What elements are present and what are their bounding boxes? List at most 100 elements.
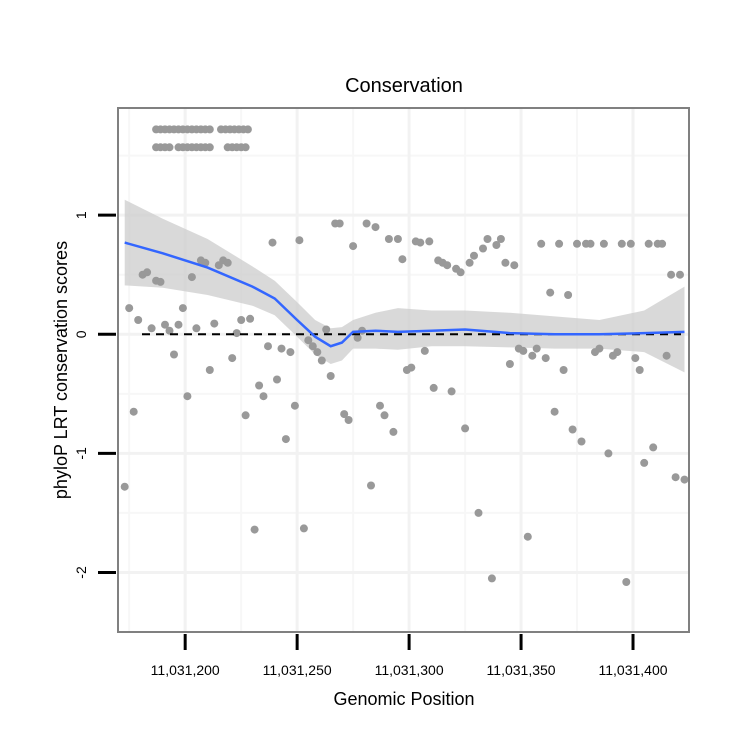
y-tick-label: 1 — [73, 211, 89, 219]
data-point — [349, 242, 358, 251]
data-point — [470, 251, 478, 260]
data-point — [447, 387, 456, 396]
data-point — [568, 425, 577, 434]
data-point — [295, 236, 304, 245]
data-point — [631, 354, 640, 363]
data-point — [492, 241, 501, 249]
data-point — [277, 344, 286, 353]
y-axis-label: phyloP LRT conservation scores — [51, 241, 71, 499]
data-point — [622, 578, 631, 586]
data-point — [393, 235, 402, 243]
y-tick-label: -2 — [73, 566, 89, 579]
data-point — [165, 143, 174, 152]
data-point — [371, 223, 380, 232]
data-point — [523, 532, 532, 541]
data-point — [550, 407, 559, 416]
data-point — [299, 524, 308, 533]
data-point — [577, 437, 586, 446]
data-point — [187, 273, 196, 282]
data-point — [595, 344, 604, 353]
data-point — [205, 143, 214, 152]
data-point — [564, 291, 573, 299]
data-point — [201, 258, 210, 267]
data-point — [205, 366, 214, 374]
data-point — [662, 351, 671, 360]
data-point — [425, 237, 434, 246]
data-point — [644, 239, 653, 248]
data-point — [273, 375, 281, 384]
data-point — [281, 435, 290, 444]
data-point — [420, 346, 429, 355]
data-point — [483, 235, 492, 243]
x-tick-label: 11,031,400 — [599, 662, 668, 678]
data-point — [461, 424, 470, 433]
data-point — [210, 319, 219, 328]
data-point — [532, 344, 541, 353]
data-point — [237, 316, 246, 324]
data-points — [120, 125, 689, 586]
data-point — [156, 277, 165, 286]
data-point — [474, 508, 483, 517]
data-point — [376, 401, 384, 410]
data-point — [573, 239, 581, 248]
data-point — [286, 348, 295, 357]
data-point — [313, 348, 322, 357]
data-point — [398, 255, 407, 264]
data-point — [443, 261, 452, 270]
data-point — [192, 324, 201, 333]
data-point — [232, 329, 241, 338]
data-point — [322, 325, 331, 334]
data-point — [505, 360, 514, 368]
data-point — [326, 372, 335, 380]
data-point — [259, 392, 268, 401]
data-point — [407, 363, 416, 372]
chart-title: Conservation — [345, 75, 463, 97]
data-point — [161, 320, 169, 329]
data-point — [353, 333, 362, 342]
data-point — [165, 326, 174, 335]
x-axis: 11,031,200 11,031,250 11,031,300 11,031,350… — [151, 634, 668, 678]
data-point — [255, 381, 264, 390]
data-point — [308, 342, 317, 351]
confidence-band — [124, 199, 685, 373]
data-point — [599, 239, 608, 248]
x-tick-label: 11,031,350 — [487, 662, 556, 678]
data-point — [671, 473, 680, 482]
data-point — [519, 346, 528, 355]
data-point — [250, 525, 259, 534]
data-point — [125, 304, 134, 313]
data-point — [380, 411, 389, 420]
data-point — [680, 475, 689, 484]
data-point — [640, 458, 649, 467]
data-point — [479, 244, 487, 253]
y-axis: 1 0 -1 -2 — [73, 211, 116, 579]
data-point — [501, 258, 510, 267]
data-point — [290, 401, 299, 410]
data-point — [617, 239, 626, 248]
data-point — [496, 235, 505, 243]
data-point — [178, 304, 187, 313]
x-tick-label: 11,031,250 — [263, 662, 332, 678]
data-point — [170, 350, 178, 359]
data-point — [635, 366, 644, 374]
data-point — [676, 270, 684, 279]
data-point — [510, 261, 519, 270]
data-point — [304, 336, 313, 345]
data-point — [389, 427, 398, 436]
x-tick-label: 11,031,300 — [375, 662, 444, 678]
data-point — [362, 219, 371, 228]
data-point — [228, 354, 237, 363]
data-point — [586, 239, 595, 248]
data-point — [174, 320, 183, 329]
data-point — [134, 316, 143, 324]
data-point — [183, 392, 192, 401]
data-point — [344, 416, 353, 424]
data-point — [147, 324, 156, 333]
data-point — [129, 407, 138, 416]
data-point — [546, 288, 555, 297]
data-point — [649, 443, 658, 452]
data-point — [416, 238, 425, 247]
data-point — [367, 481, 375, 490]
data-point — [335, 219, 344, 228]
